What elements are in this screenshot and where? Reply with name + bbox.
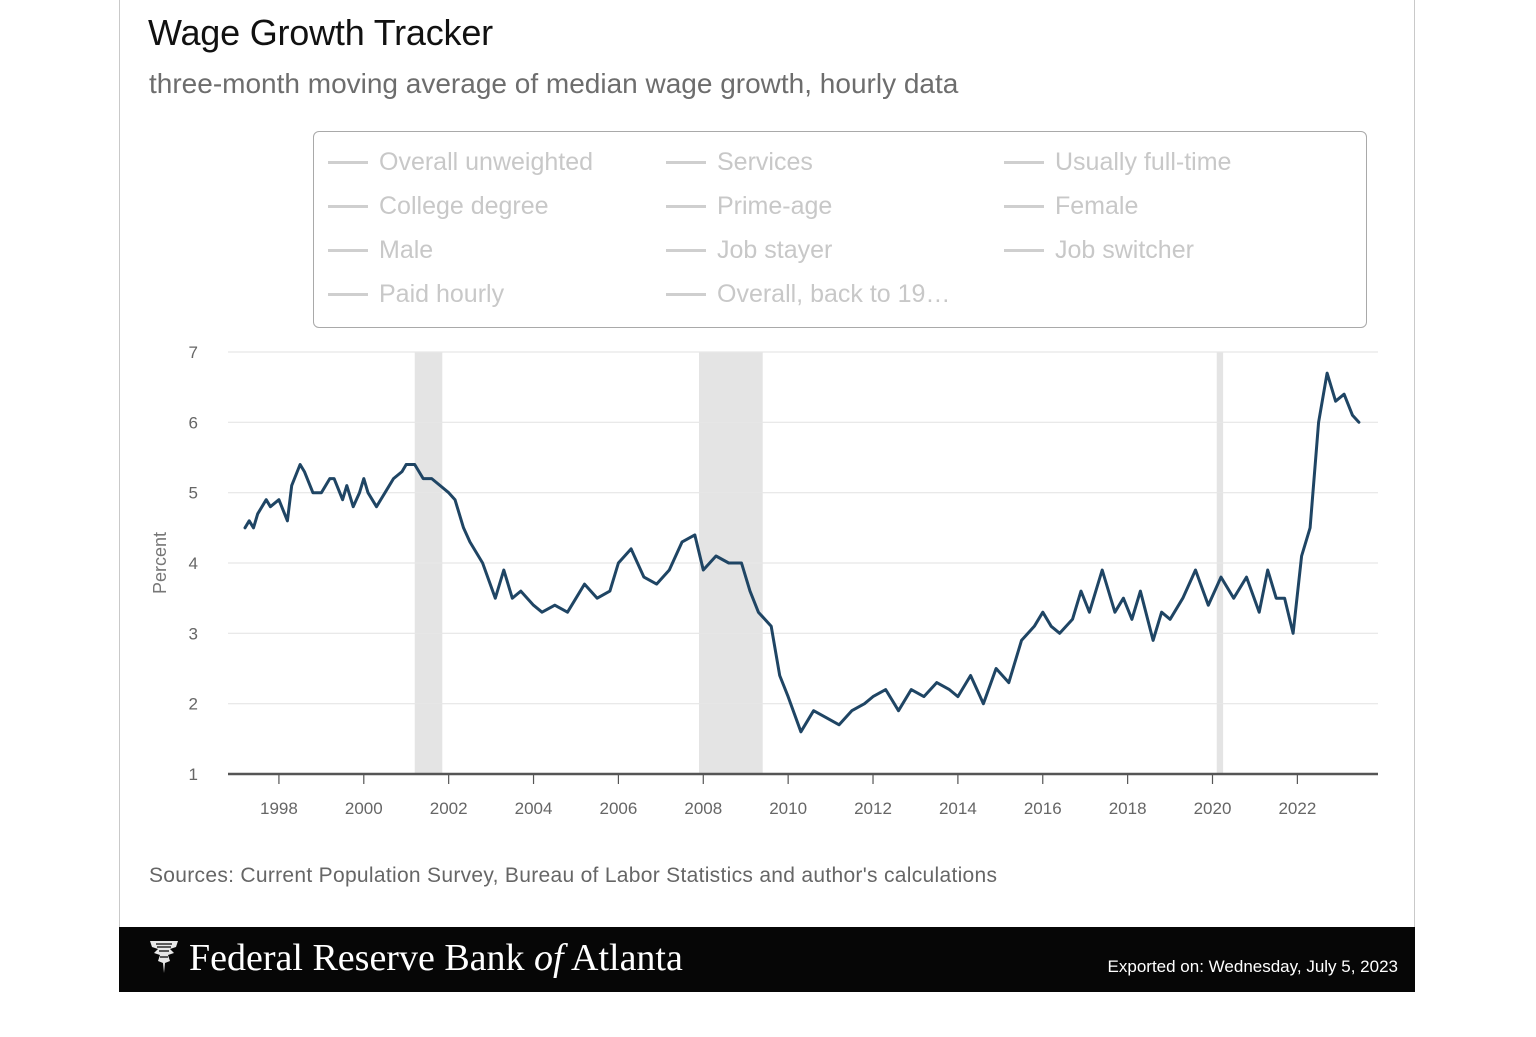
x-tick-labels: 1998 2000 2002 2004 2006 2008 2010 2012 2014 2016…	[260, 774, 1316, 818]
legend-label: Prime-age	[717, 191, 833, 220]
legend-item-services[interactable]: Services	[666, 147, 813, 177]
legend-item-overall-unweighted[interactable]: Overall unweighted	[328, 147, 593, 177]
x-tick-label: 2002	[430, 799, 468, 818]
series-lines	[243, 371, 1361, 734]
y-tick-label: 4	[189, 554, 198, 573]
logo-text-part: Federal Reserve Bank	[189, 937, 535, 979]
legend-item-paid-hourly[interactable]: Paid hourly	[328, 279, 504, 309]
y-tick-label: 2	[189, 695, 198, 714]
y-axis-label: Percent	[150, 532, 170, 594]
y-tick-label: 5	[189, 484, 198, 503]
y-tick-label: 6	[189, 413, 198, 432]
legend-swatch	[1004, 204, 1044, 208]
legend-item-usually-full-time[interactable]: Usually full-time	[1004, 147, 1231, 177]
legend-label: College degree	[379, 191, 549, 220]
legend-label: Usually full-time	[1055, 147, 1232, 176]
legend-swatch	[1004, 248, 1044, 252]
series-line-overall-unweighted	[243, 371, 1361, 734]
y-tick-label: 3	[189, 624, 198, 643]
chart-card	[119, 0, 1415, 992]
legend-swatch	[1004, 160, 1044, 164]
legend-label: Male	[379, 235, 434, 264]
x-tick-label: 2014	[939, 799, 977, 818]
legend-label: Overall unweighted	[379, 147, 594, 176]
chart-subtitle: three-month moving average of median wag…	[149, 68, 959, 99]
x-tick-label: 2018	[1109, 799, 1147, 818]
x-tick-label: 2022	[1278, 799, 1316, 818]
wage-growth-chart: 1 2 3 4 5 6 7 1998 2000 2002 2004 2006 2008 2010 2012…	[150, 343, 1378, 818]
fed-atlanta-logo: Federal Reserve Bank of Atlanta	[189, 936, 683, 980]
x-tick-label: 2020	[1194, 799, 1232, 818]
x-tick-label: 2006	[599, 799, 637, 818]
legend-label: Job switcher	[1055, 235, 1194, 264]
legend-swatch	[328, 292, 368, 296]
y-tick-labels: 1 2 3 4 5 6 7	[189, 343, 198, 784]
legend-item-overall-back-to[interactable]: Overall, back to 19…	[666, 279, 950, 309]
x-tick-label: 1998	[260, 799, 298, 818]
grid-lines	[228, 351, 1378, 776]
legend-swatch	[328, 248, 368, 252]
legend-item-male[interactable]: Male	[328, 235, 433, 265]
x-tick-label: 2016	[1024, 799, 1062, 818]
legend-label: Job stayer	[717, 235, 833, 264]
logo-text-part: Atlanta	[563, 937, 683, 979]
legend-item-job-switcher[interactable]: Job switcher	[1004, 235, 1194, 265]
legend-label: Overall, back to 19…	[717, 279, 951, 308]
y-tick-label: 1	[189, 765, 198, 784]
footer-bar	[119, 927, 1415, 992]
x-tick-label: 2012	[854, 799, 892, 818]
export-date: Exported on: Wednesday, July 5, 2023	[1107, 957, 1398, 976]
legend-swatch	[328, 204, 368, 208]
x-tick-label: 2010	[769, 799, 807, 818]
y-tick-label: 7	[189, 343, 198, 362]
x-tick-label: 2004	[515, 799, 553, 818]
sources-note: Sources: Current Population Survey, Bure…	[149, 864, 998, 887]
legend-item-prime-age[interactable]: Prime-age	[666, 191, 832, 221]
legend-item-college-degree[interactable]: College degree	[328, 191, 549, 221]
x-tick-label: 2008	[684, 799, 722, 818]
legend-label: Services	[717, 147, 813, 176]
legend-swatch	[666, 292, 706, 296]
legend-swatch	[328, 160, 368, 164]
logo-text-italic: of	[534, 937, 564, 979]
x-tick-label: 2000	[345, 799, 383, 818]
eagle-seal-icon	[150, 941, 178, 973]
legend-swatch	[666, 204, 706, 208]
legend-swatch	[666, 248, 706, 252]
legend: Overall unweighted Services Usually full…	[313, 131, 1367, 328]
legend-swatch	[666, 160, 706, 164]
chart-title: Wage Growth Tracker	[148, 12, 493, 53]
legend-label: Female	[1055, 191, 1139, 220]
legend-label: Paid hourly	[379, 279, 505, 308]
legend-item-job-stayer[interactable]: Job stayer	[666, 235, 832, 265]
legend-item-female[interactable]: Female	[1004, 191, 1138, 221]
